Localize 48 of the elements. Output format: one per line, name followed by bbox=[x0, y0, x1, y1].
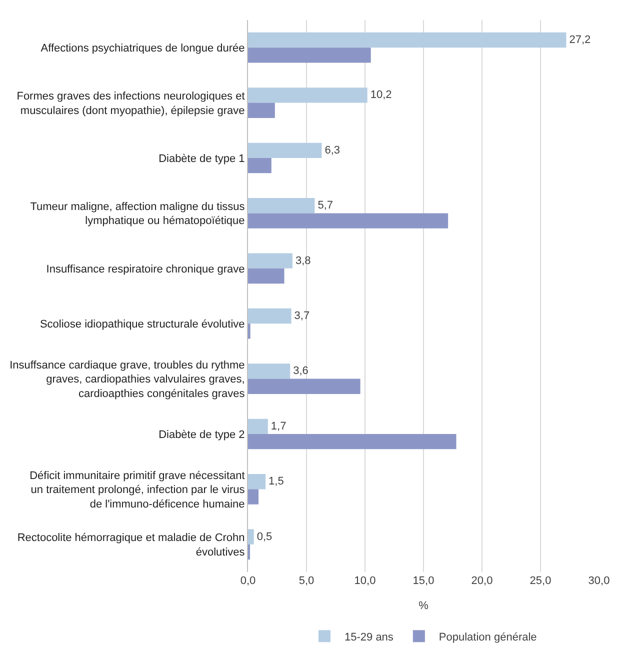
bar bbox=[248, 88, 368, 103]
bar bbox=[248, 434, 456, 450]
y-tick-label: Affections psychiatriques de longue durée bbox=[40, 42, 245, 54]
data-label: 1,5 bbox=[268, 476, 284, 488]
bar bbox=[248, 308, 292, 324]
legend-label: Population générale bbox=[438, 631, 537, 644]
x-tick-label: 25,0 bbox=[530, 575, 552, 587]
bar bbox=[248, 268, 284, 284]
bar bbox=[248, 142, 322, 158]
x-tick-label: 20,0 bbox=[471, 575, 493, 587]
bar bbox=[248, 102, 275, 118]
y-tick-label: Formes graves des infections neurologiques et musculaires (dont myopathie), épilepsie grave bbox=[16, 90, 245, 117]
data-label: 3,7 bbox=[294, 310, 310, 322]
bar bbox=[248, 474, 266, 490]
data-label: 3,6 bbox=[293, 365, 308, 378]
data-label: 27,2 bbox=[569, 34, 591, 46]
x-axis-title: % bbox=[418, 600, 429, 612]
bar bbox=[248, 489, 259, 504]
y-tick-label: Diabète de type 1 bbox=[158, 152, 245, 165]
bar bbox=[248, 48, 371, 63]
bar bbox=[248, 418, 268, 434]
x-tick-label: 10,0 bbox=[354, 575, 376, 587]
y-tick-label: Insuffisance respiratoire chronique grave bbox=[46, 263, 245, 276]
data-label: 3,8 bbox=[295, 254, 311, 267]
data-label: 10,2 bbox=[370, 89, 392, 102]
data-label: 0,5 bbox=[256, 530, 272, 543]
data-label: 6,3 bbox=[324, 144, 340, 156]
x-tick-label: 0,0 bbox=[240, 575, 256, 587]
legend-label: 15-29 ans bbox=[344, 631, 394, 644]
y-tick-label: Déficit immunitaire primitif grave nécessitant un traitement prolongé, infection par le virus de l'immuno-déficence humaine bbox=[30, 470, 246, 510]
x-tick-label: 15,0 bbox=[412, 575, 434, 587]
data-label: 5,7 bbox=[318, 200, 333, 212]
bar bbox=[248, 32, 566, 48]
bar bbox=[248, 158, 272, 174]
bar bbox=[248, 529, 254, 544]
x-tick-label: 5,0 bbox=[298, 575, 314, 587]
y-tick-label: Diabète de type 2 bbox=[158, 428, 245, 441]
y-tick-label: Rectocolite hémorragique et maladie de Crohn évolutives bbox=[17, 532, 246, 558]
bar bbox=[248, 253, 292, 268]
y-tick-label: Insuffsance cardiaque grave, troubles du rythme graves, cardiopathies valvulaires graves, cardioapthies congénitales graves bbox=[10, 359, 246, 400]
bar bbox=[248, 378, 360, 394]
x-tick-label: 30,0 bbox=[588, 575, 610, 587]
bar bbox=[248, 213, 448, 228]
bar bbox=[248, 364, 290, 379]
y-tick-label: Scoliose idiopathique structurale évolutive bbox=[40, 318, 245, 330]
y-tick-label: Tumeur maligne, affection maligne du tissus lymphatique ou hématopoïétique bbox=[30, 200, 246, 228]
bar bbox=[248, 198, 315, 214]
data-label: 1,7 bbox=[270, 420, 286, 432]
